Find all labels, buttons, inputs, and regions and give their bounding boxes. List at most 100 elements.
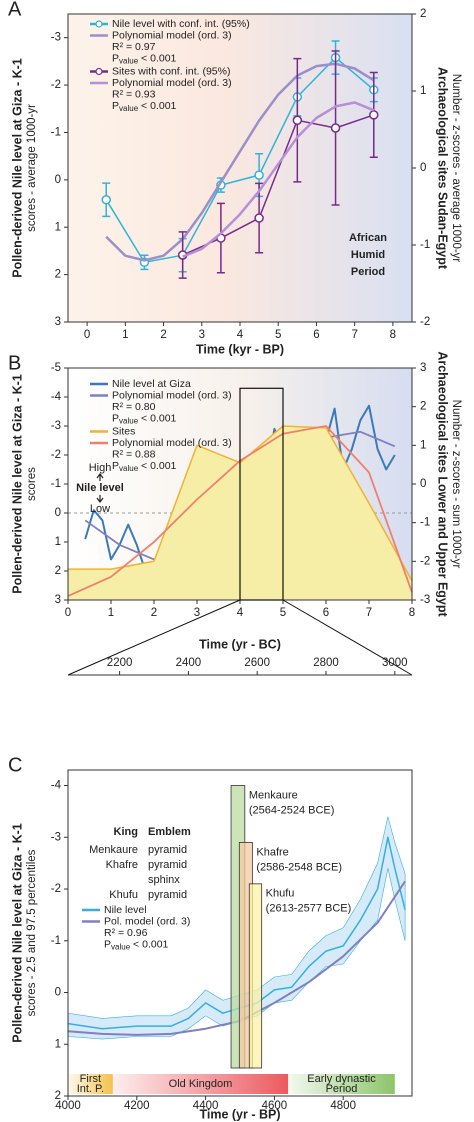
arrow — [96, 495, 104, 503]
annotation: High — [89, 462, 112, 474]
legend-label: Sites with conf. int. (95%) — [112, 65, 230, 77]
legend-stat: Pvalue < 0.001 — [104, 938, 169, 951]
x-tick-label: 4200 — [124, 1100, 150, 1112]
x-tick-label: 2 — [160, 329, 166, 341]
legend-stat: R² = 0.96 — [104, 927, 148, 939]
x-tick-label: 3 — [194, 607, 200, 619]
p-label: P — [112, 100, 119, 112]
table-header: Emblem — [148, 826, 191, 838]
y2-axis-title: Number - z-scores - sum 1000-yr — [450, 400, 462, 569]
table-cell: pyramid — [148, 844, 187, 856]
period-shade — [112, 1074, 289, 1094]
pyramid-name: Menkaure — [249, 789, 298, 801]
period-shade — [68, 1074, 113, 1094]
x2-tick-label: 2800 — [313, 657, 339, 669]
zoom-line — [282, 599, 413, 676]
x-tick-label: 2 — [151, 607, 157, 619]
y-tick-label: 0 — [55, 174, 61, 186]
legend-stat: R² = 0.97 — [112, 41, 156, 53]
p-label: P — [112, 412, 119, 424]
table-cell: Menkaure — [89, 844, 138, 856]
legend-label: Sites — [112, 425, 135, 437]
legend-label: Polynomial model (ord. 3) — [112, 389, 232, 401]
legend-marker — [95, 67, 103, 76]
y2-axis-title: Number - z-scores - average 1000-yr — [450, 74, 462, 263]
period-shade — [288, 1074, 395, 1094]
legend-stat: Pvalue < 0.001 — [112, 460, 177, 473]
x-tick-label: 4800 — [330, 1100, 356, 1112]
series-line — [67, 836, 406, 1030]
panel-label: A — [8, 0, 22, 20]
y-tick-label: -1 — [51, 935, 61, 947]
marker — [254, 170, 264, 180]
p-label: P — [112, 460, 119, 472]
y-tick-label: -2 — [51, 883, 61, 895]
table-header: King — [114, 826, 138, 838]
marker — [101, 194, 111, 205]
legend-stat: R² = 0.93 — [112, 88, 156, 100]
p-rest: < 0.001 — [138, 100, 176, 112]
plot-frame — [67, 13, 413, 323]
y-axis-title: scores - average 1000-yr — [26, 104, 38, 232]
y-axis-title: scores - 2.5 and 97.5 percentiles — [26, 849, 38, 1016]
x-tick-label: 1 — [122, 329, 128, 341]
legend-marker — [95, 20, 103, 28]
y-tick-label: 1 — [55, 221, 61, 233]
p-label: P — [104, 938, 111, 950]
marker — [254, 213, 264, 223]
pyramid-bar — [248, 883, 263, 1069]
y2-axis-title: Archaeological sites Lower and Upper Egy… — [436, 351, 450, 617]
y-tick-label: -3 — [51, 831, 61, 843]
x-tick-label: 7 — [351, 329, 357, 341]
y-tick-label: 3 — [55, 316, 61, 328]
legend-stat: R² = 0.80 — [112, 401, 156, 413]
y-tick-label: -2 — [51, 449, 61, 461]
legend-stat: Pvalue < 0.001 — [112, 52, 177, 65]
annotation: Period — [351, 266, 385, 278]
x-tick-label: 1 — [108, 607, 114, 619]
period-label: Early dynastic — [307, 1073, 376, 1085]
period-label: Int. P. — [77, 1083, 104, 1095]
y-tick-label: 0 — [55, 507, 61, 519]
legend-label: Polynomial model (ord. 3) — [112, 437, 232, 449]
series-line — [182, 101, 375, 258]
series-line — [105, 62, 375, 262]
annotation: Low — [90, 503, 110, 515]
y-tick-label: -1 — [51, 126, 61, 138]
y2-tick-label: 3 — [420, 362, 426, 374]
y-tick-label: -5 — [51, 362, 61, 374]
x-tick-label: 4 — [237, 329, 244, 341]
y2-tick-label: -1 — [420, 239, 430, 251]
x-tick-label: 4000 — [55, 1100, 81, 1112]
pyramid-name: Khafre — [256, 846, 288, 858]
y2-tick-label: -2 — [420, 555, 430, 567]
period-label: Period — [326, 1083, 358, 1095]
table-cell: Khufu — [109, 889, 138, 901]
table-cell: pyramid — [148, 889, 187, 901]
legend-label: Polynomial model (ord. 3) — [112, 77, 232, 89]
y-axis-title: scores — [26, 467, 38, 501]
pyramid-name: Khufu — [266, 888, 295, 900]
y-axis-title: Pollen-derived Nile level at Giza - K-1 — [10, 823, 24, 1043]
p-rest: < 0.001 — [138, 460, 176, 472]
y-tick-label: -1 — [51, 478, 61, 490]
pyramid-dates: (2564-2524 BCE) — [249, 804, 335, 816]
x2-tick-label: 2600 — [244, 657, 270, 669]
y2-tick-label: 0 — [420, 478, 426, 490]
pyramid-dates: (2613-2577 BCE) — [266, 903, 352, 915]
y-tick-label: -3 — [51, 420, 61, 432]
zoom-box — [239, 387, 284, 601]
annotation: Nile level — [76, 482, 124, 494]
legend-label: Pol. model (ord. 3) — [104, 915, 190, 927]
period-label: First — [80, 1073, 101, 1085]
y2-tick-label: 2 — [420, 401, 426, 413]
x-tick-label: 5 — [280, 607, 286, 619]
legend-label: Nile level with conf. int. (95%) — [112, 18, 250, 30]
y-axis-title: Pollen-derived Nile level at Giza - K-1 — [10, 374, 24, 594]
y-tick-label: -3 — [51, 32, 61, 44]
legend-label: Nile level — [104, 904, 147, 916]
y-tick-label: 3 — [55, 594, 61, 606]
x-axis-title: Time (yr - BP) — [199, 1107, 280, 1121]
y-axis-title: Pollen-derived Nile level at Giza - K-1 — [10, 58, 24, 278]
table-cell: pyramid — [148, 859, 187, 871]
